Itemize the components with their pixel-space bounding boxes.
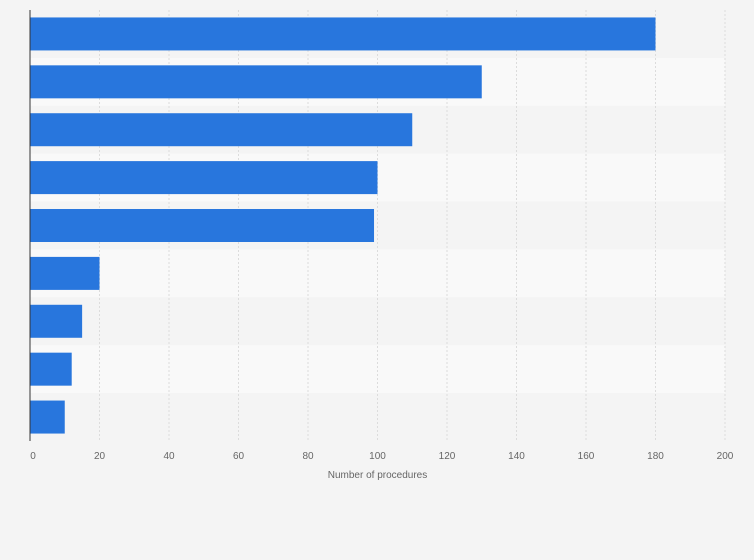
x-tick-label: 200 [717,451,734,462]
x-tick-label: 60 [233,451,245,462]
x-tick-label: 140 [508,451,525,462]
bars [30,17,656,434]
row-band [30,345,725,394]
bar[interactable] [30,256,100,290]
bar[interactable] [30,161,378,195]
bar[interactable] [30,17,656,51]
x-tick-label: 120 [439,451,456,462]
row-band [30,393,725,441]
x-tick-label: 160 [578,451,595,462]
x-tick-labels: 0 20 40 60 80 100 120 140 160 180 200 [30,451,734,462]
x-tick-label: 80 [302,451,314,462]
bar[interactable] [30,352,72,386]
row-band [30,249,725,298]
bar[interactable] [30,304,83,338]
bar[interactable] [30,400,65,434]
x-axis-title: Number of procedures [328,470,428,481]
row-band [30,297,725,346]
x-tick-label: 20 [94,451,106,462]
x-tick-label: 180 [647,451,664,462]
bar[interactable] [30,209,375,242]
x-tick-label: 40 [163,451,175,462]
x-tick-label: 100 [369,451,386,462]
bar[interactable] [30,65,482,99]
bar[interactable] [30,113,413,147]
x-tick-label: 0 [30,451,36,462]
